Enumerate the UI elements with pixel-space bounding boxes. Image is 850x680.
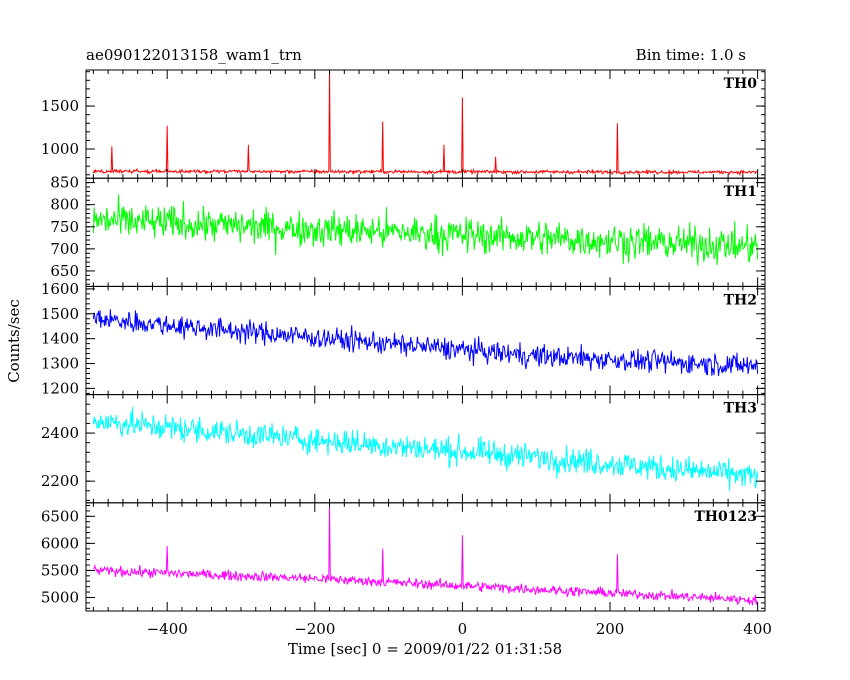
y-tick-label: 1300 bbox=[41, 355, 79, 373]
panel-frame bbox=[85, 177, 766, 287]
panel-frame bbox=[85, 502, 766, 612]
series-line-th0123 bbox=[93, 505, 759, 606]
panel-th0: 1000 1500 TH0 bbox=[41, 69, 766, 179]
y-tick-label: 800 bbox=[50, 196, 79, 214]
y-tick-label: 700 bbox=[50, 240, 79, 258]
panel-th2: 1200 1300 1400 1500 1600 TH2 bbox=[41, 280, 766, 397]
y-axis-title: Counts/sec bbox=[5, 299, 23, 383]
x-tick-label: 400 bbox=[743, 620, 772, 638]
x-tick-label: 0 bbox=[458, 620, 468, 638]
series-line-th0 bbox=[92, 70, 758, 177]
panel-frame bbox=[85, 285, 766, 396]
y-tick-label: 650 bbox=[50, 262, 79, 280]
series-line-th2 bbox=[92, 309, 759, 377]
panel-th1: 650 700 750 800 850 TH1 bbox=[50, 174, 766, 287]
panel-th3: 2200 2400 TH3 bbox=[41, 394, 766, 504]
panel-label-th1: TH1 bbox=[724, 184, 757, 200]
y-tick-label: 5500 bbox=[41, 561, 79, 579]
y-tick-label: 6500 bbox=[41, 507, 79, 525]
x-tick-label: −200 bbox=[294, 620, 335, 638]
y-tick-label: 1400 bbox=[41, 330, 79, 348]
series-line-th1 bbox=[92, 194, 759, 266]
y-tick-label: 1500 bbox=[41, 97, 79, 115]
y-tick-label: 1500 bbox=[41, 305, 79, 323]
x-tick-label: −400 bbox=[147, 620, 188, 638]
y-tick-label: 6000 bbox=[41, 534, 79, 552]
y-tick-label: 1200 bbox=[41, 379, 79, 397]
panel-label-th0: TH0 bbox=[724, 76, 758, 92]
bin-time-label: Bin time: 1.0 s bbox=[636, 46, 746, 64]
x-tick-label: 200 bbox=[596, 620, 625, 638]
y-tick-label: 2400 bbox=[41, 424, 79, 442]
y-tick-label: 1000 bbox=[41, 140, 79, 158]
y-tick-label: 5000 bbox=[41, 588, 79, 606]
y-tick-label: 750 bbox=[50, 218, 79, 236]
series-line-th3 bbox=[92, 406, 759, 492]
panel-label-th3: TH3 bbox=[724, 401, 757, 417]
x-axis-title: Time [sec] 0 = 2009/01/22 01:31:58 bbox=[288, 640, 562, 658]
panel-label-th2: TH2 bbox=[724, 292, 757, 308]
panels-group: 1000 1500 TH0 650 700 750 800 850 TH1 1200 1300 140… bbox=[41, 69, 772, 638]
y-tick-label: 1600 bbox=[41, 280, 79, 298]
panel-th0123: 5000 5500 6000 6500 TH0123 bbox=[41, 502, 766, 612]
y-tick-label: 2200 bbox=[41, 472, 79, 490]
chart-title: ae090122013158_wam1_trn bbox=[86, 46, 302, 64]
panel-frame bbox=[85, 69, 766, 179]
panel-label-th0123: TH0123 bbox=[694, 509, 757, 525]
y-tick-label: 850 bbox=[50, 174, 79, 192]
